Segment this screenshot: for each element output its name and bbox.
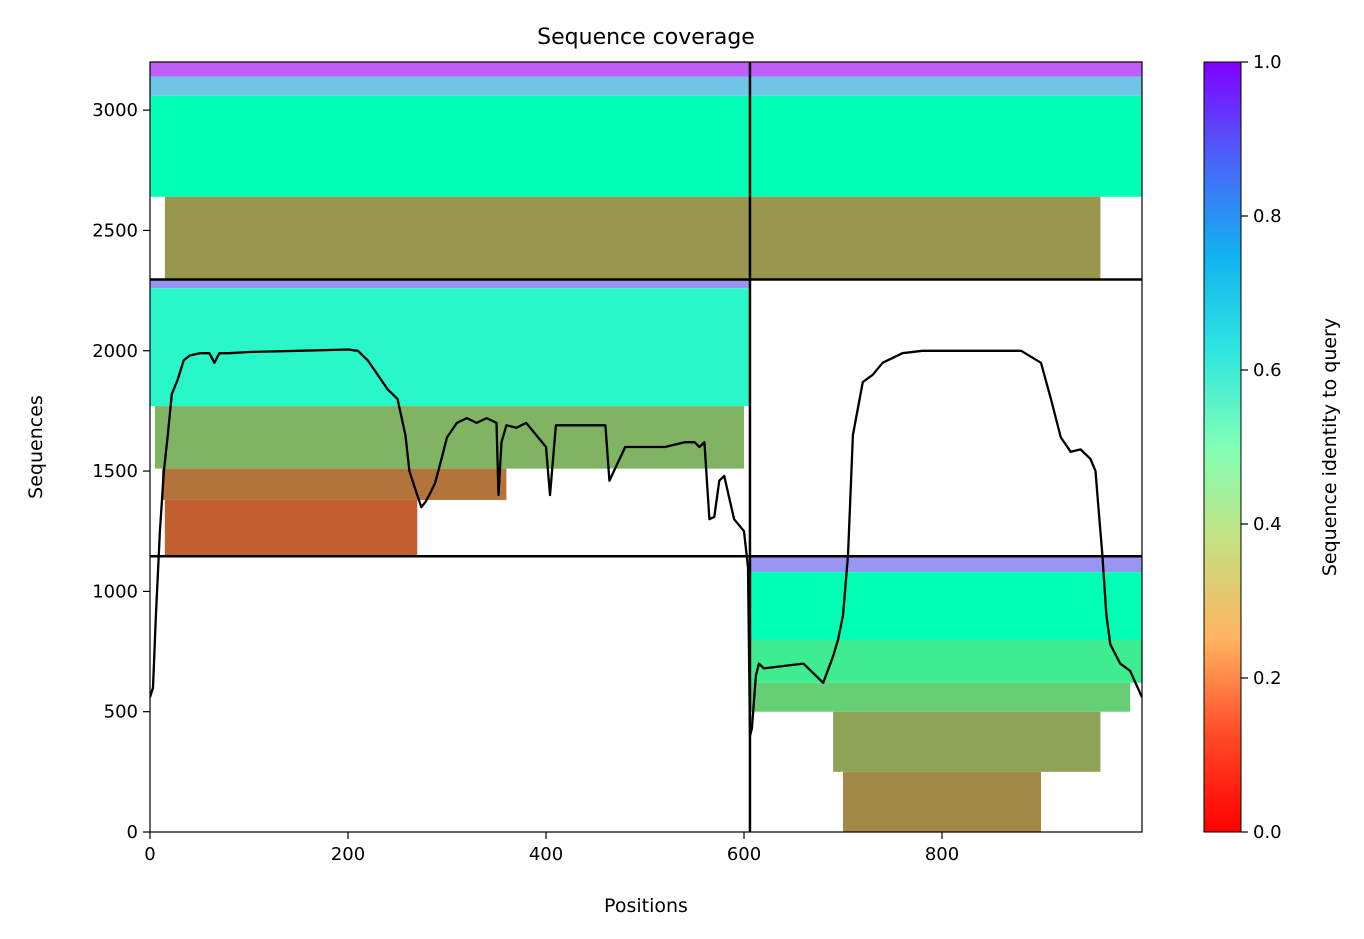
identity-band [164, 499, 418, 557]
identity-band [154, 406, 745, 469]
plot-area [150, 62, 1142, 832]
colorbar-tick-label: 0.8 [1253, 206, 1282, 227]
colorbar-tick-label: 0.0 [1253, 822, 1282, 843]
identity-band [161, 468, 507, 500]
colorbar: 0.0 0.2 0.4 0.6 0.8 1.0 Sequence identity to … [1203, 52, 1341, 843]
colorbar-tick-label: 1.0 [1253, 52, 1282, 73]
y-tick-label: 2500 [92, 220, 138, 241]
chain-2-only-block [749, 556, 1142, 832]
identity-band [749, 556, 1142, 573]
chart-title: Sequence coverage [537, 25, 755, 50]
y-tick-label: 0 [127, 822, 138, 843]
x-tick-label: 800 [925, 844, 959, 865]
plot-frame [149, 61, 1143, 833]
chain-1-only-block [150, 279, 750, 557]
colorbar-tick-label: 0.2 [1253, 668, 1282, 689]
identity-band [749, 572, 1142, 640]
colorbar-tick-label: 0.4 [1253, 514, 1282, 535]
paired-block [150, 62, 1142, 280]
x-tick-label: 0 [144, 844, 155, 865]
identity-band [749, 639, 1142, 683]
y-tick-label: 1500 [92, 461, 138, 482]
identity-band [150, 95, 1142, 197]
y-tick-label: 500 [104, 702, 138, 723]
identity-band [749, 682, 1131, 712]
colorbar-fill [1203, 61, 1242, 833]
identity-band [150, 279, 750, 289]
y-tick-label: 1000 [92, 581, 138, 602]
x-tick-label: 400 [529, 844, 563, 865]
identity-band [150, 76, 1142, 96]
x-tick-label: 600 [727, 844, 761, 865]
colorbar-axis: 0.0 0.2 0.4 0.6 0.8 1.0 [1241, 52, 1282, 843]
colorbar-tick-label: 0.6 [1253, 360, 1282, 381]
identity-band [150, 288, 750, 407]
x-axis: 0 200 400 600 800 [144, 832, 959, 865]
coverage-line [150, 348, 1142, 737]
y-axis: 0 500 1000 1500 2000 2500 3000 [92, 100, 150, 843]
colorbar-label: Sequence identity to query [1319, 318, 1341, 576]
x-axis-label: Positions [604, 895, 688, 917]
y-tick-label: 2000 [92, 341, 138, 362]
identity-band [150, 62, 1142, 77]
x-tick-label: 200 [331, 844, 365, 865]
identity-band [164, 196, 1101, 280]
y-axis-label: Sequences [25, 395, 47, 499]
y-tick-label: 3000 [92, 100, 138, 121]
identity-band [843, 771, 1042, 832]
identity-band [833, 711, 1101, 772]
coverage-heatmap [150, 62, 1142, 832]
